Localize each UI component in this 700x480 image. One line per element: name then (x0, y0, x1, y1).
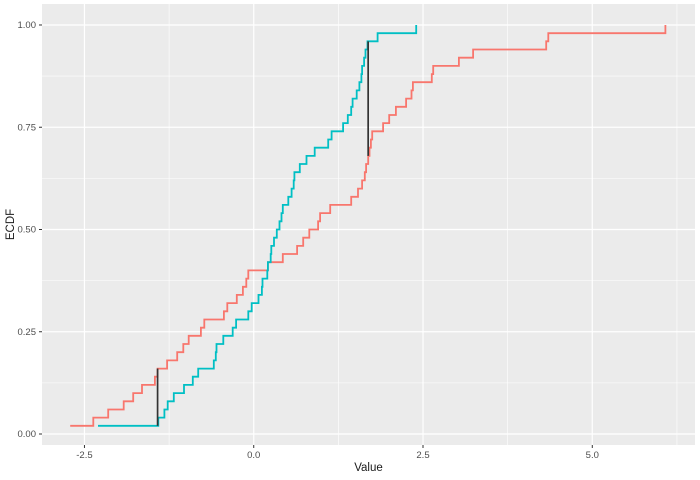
y-tick-label: 0.25 (18, 327, 37, 338)
x-tick-label: 0.0 (247, 450, 260, 461)
ecdf-line-sample-1-red (70, 25, 667, 427)
x-tick-label: 2.5 (416, 450, 429, 461)
y-tick-label: 1.00 (18, 20, 37, 31)
x-tick-label: -2.5 (76, 450, 92, 461)
x-tick-label: 5.0 (586, 450, 599, 461)
ecdf-line-sample-2-cyan (98, 25, 418, 427)
x-axis-title: Value (354, 462, 383, 474)
y-axis-title: ECDF (5, 209, 17, 240)
y-tick-label: 0.50 (18, 225, 37, 236)
y-tick-label: 0.00 (18, 429, 37, 440)
y-tick-label: 0.75 (18, 122, 37, 133)
